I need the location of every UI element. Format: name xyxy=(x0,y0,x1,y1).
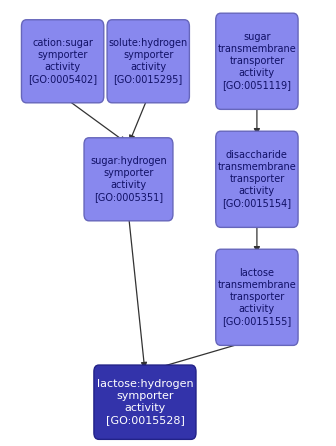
Text: lactose:hydrogen
symporter
activity
[GO:0015528]: lactose:hydrogen symporter activity [GO:… xyxy=(97,379,193,425)
FancyBboxPatch shape xyxy=(216,131,298,227)
FancyBboxPatch shape xyxy=(107,20,190,103)
FancyBboxPatch shape xyxy=(216,249,298,345)
FancyBboxPatch shape xyxy=(216,13,298,109)
FancyBboxPatch shape xyxy=(84,138,173,221)
Text: lactose
transmembrane
transporter
activity
[GO:0015155]: lactose transmembrane transporter activi… xyxy=(217,268,296,326)
Text: disaccharide
transmembrane
transporter
activity
[GO:0015154]: disaccharide transmembrane transporter a… xyxy=(217,150,296,208)
FancyBboxPatch shape xyxy=(22,20,104,103)
Text: sugar:hydrogen
symporter
activity
[GO:0005351]: sugar:hydrogen symporter activity [GO:00… xyxy=(90,156,167,202)
Text: solute:hydrogen
symporter
activity
[GO:0015295]: solute:hydrogen symporter activity [GO:0… xyxy=(109,38,188,84)
Text: cation:sugar
symporter
activity
[GO:0005402]: cation:sugar symporter activity [GO:0005… xyxy=(28,38,97,84)
Text: sugar
transmembrane
transporter
activity
[GO:0051119]: sugar transmembrane transporter activity… xyxy=(217,32,296,90)
FancyBboxPatch shape xyxy=(94,365,196,439)
